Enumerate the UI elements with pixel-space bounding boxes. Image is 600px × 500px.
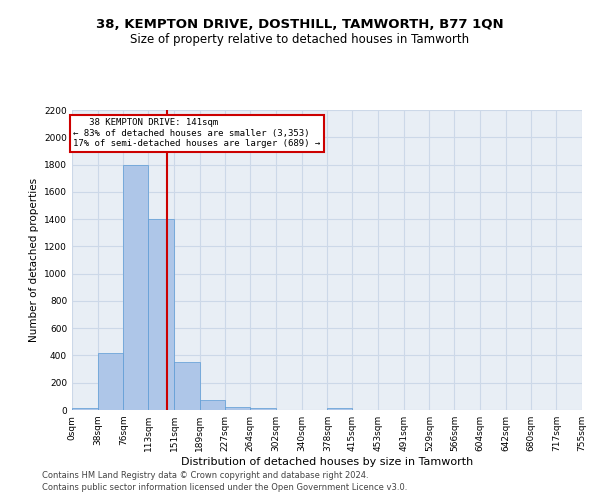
Text: Size of property relative to detached houses in Tamworth: Size of property relative to detached ho… [130, 32, 470, 46]
Bar [72, 408, 98, 410]
Text: 38, KEMPTON DRIVE, DOSTHILL, TAMWORTH, B77 1QN: 38, KEMPTON DRIVE, DOSTHILL, TAMWORTH, B… [96, 18, 504, 30]
Bar [250, 408, 276, 410]
Bar [124, 164, 148, 410]
X-axis label: Distribution of detached houses by size in Tamworth: Distribution of detached houses by size … [181, 457, 473, 467]
Bar [226, 406, 250, 410]
Bar [328, 408, 352, 410]
Text: Contains HM Land Registry data © Crown copyright and database right 2024.: Contains HM Land Registry data © Crown c… [42, 471, 368, 480]
Bar [148, 219, 174, 410]
Y-axis label: Number of detached properties: Number of detached properties [29, 178, 38, 342]
Text: 38 KEMPTON DRIVE: 141sqm
← 83% of detached houses are smaller (3,353)
17% of sem: 38 KEMPTON DRIVE: 141sqm ← 83% of detach… [73, 118, 320, 148]
Bar [174, 362, 200, 410]
Bar [98, 352, 124, 410]
Bar [200, 400, 226, 410]
Text: Contains public sector information licensed under the Open Government Licence v3: Contains public sector information licen… [42, 484, 407, 492]
